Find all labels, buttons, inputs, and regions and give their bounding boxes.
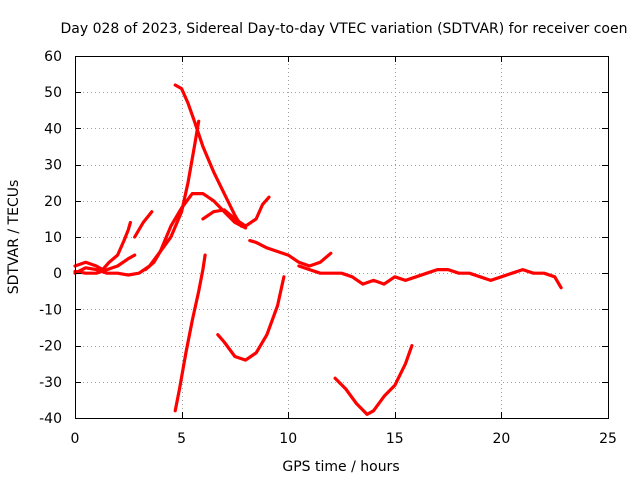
x-axis-label: GPS time / hours [282,459,399,475]
series-trace-9 [216,275,286,362]
y-tick-label: 20 [44,194,62,210]
x-tick-label: 25 [599,431,617,447]
y-tick-label: -10 [39,302,62,318]
series-trace-4 [133,210,154,239]
y-axis-label: SDTVAR / TECUs [6,180,22,295]
y-tick-label: 0 [53,266,62,282]
x-tick-label: 20 [492,431,510,447]
series-trace-11 [297,264,563,290]
y-tick-label: 50 [44,85,62,101]
series-trace-12 [333,344,414,416]
series-trace-8 [173,253,207,413]
series-trace-6 [173,83,243,228]
x-tick-label: 5 [177,431,186,447]
y-tick-label: 10 [44,230,62,246]
y-tick-label: 60 [44,49,62,65]
series-trace-10 [248,239,333,268]
y-tick-label: 30 [44,158,62,174]
series-trace-2 [73,220,132,272]
axis-ticks: 0 5 10 15 20 25 -40 -30 -20 -10 0 10 20 30 40 50 60 [39,49,617,447]
series-trace-7 [201,195,271,228]
y-tick-label: -20 [39,339,62,355]
x-tick-label: 15 [386,431,404,447]
data-series [73,83,563,416]
series-trace-5 [143,119,201,272]
y-tick-label: -30 [39,375,62,391]
y-tick-label: -40 [39,411,62,427]
y-tick-label: 40 [44,121,62,137]
x-tick-label: 0 [71,431,80,447]
series-trace-3 [73,253,137,275]
chart-title: Day 028 of 2023, Sidereal Day-to-day VTE… [61,21,628,37]
x-tick-label: 10 [279,431,297,447]
grid-lines [75,56,608,418]
